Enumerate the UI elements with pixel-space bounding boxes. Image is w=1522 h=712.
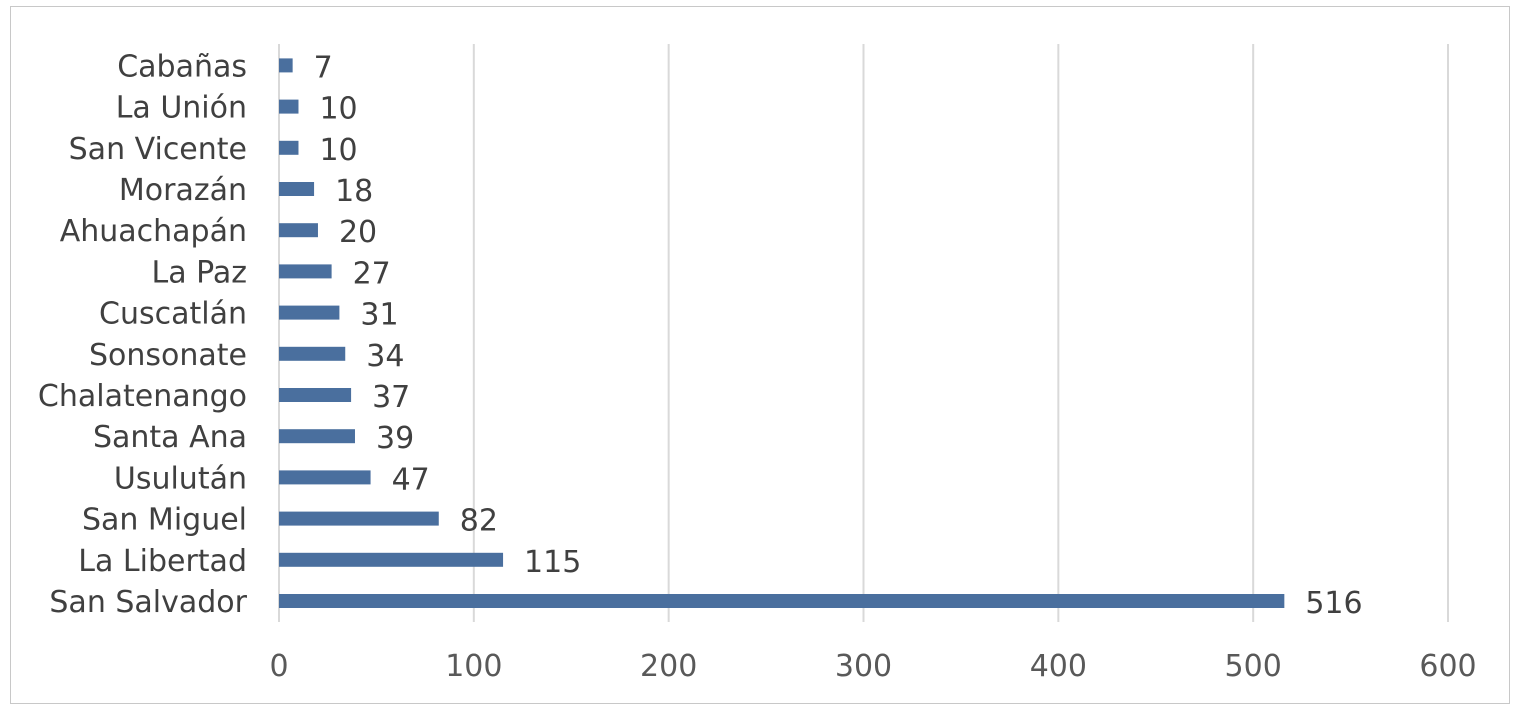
labels: 0 100 200 300 400 500 600 San Salvador 516 La Lib… bbox=[38, 49, 1477, 684]
data-label-1: 115 bbox=[524, 545, 581, 580]
bar-2 bbox=[279, 511, 439, 526]
x-tick-label-500: 500 bbox=[1225, 649, 1282, 684]
gridlines bbox=[278, 44, 1449, 622]
data-label-12: 10 bbox=[319, 92, 357, 127]
bar-8 bbox=[279, 264, 332, 279]
data-label-2: 82 bbox=[460, 504, 498, 539]
category-label-7: Cuscatlán bbox=[99, 297, 247, 332]
category-label-5: Chalatenango bbox=[38, 379, 247, 414]
data-label-10: 18 bbox=[335, 174, 373, 209]
bar-9 bbox=[279, 223, 318, 238]
data-label-5: 37 bbox=[372, 380, 410, 415]
category-label-6: Sonsonate bbox=[89, 338, 247, 373]
bar-13 bbox=[279, 58, 293, 73]
category-label-9: Ahuachapán bbox=[60, 214, 247, 249]
category-label-8: La Paz bbox=[151, 255, 247, 290]
x-tick-label-300: 300 bbox=[835, 649, 892, 684]
data-label-9: 20 bbox=[339, 215, 377, 250]
category-label-0: San Salvador bbox=[49, 585, 247, 620]
data-label-8: 27 bbox=[353, 256, 391, 291]
bar-5 bbox=[279, 388, 352, 402]
bar-4 bbox=[279, 429, 355, 444]
category-label-11: San Vicente bbox=[69, 132, 247, 167]
category-label-10: Morazán bbox=[119, 173, 247, 208]
bar-6 bbox=[279, 346, 346, 361]
category-label-2: San Miguel bbox=[82, 503, 247, 538]
category-label-13: Cabañas bbox=[117, 49, 247, 84]
bar-1 bbox=[279, 552, 504, 567]
bar-12 bbox=[279, 99, 299, 114]
category-label-12: La Unión bbox=[116, 91, 247, 126]
data-label-4: 39 bbox=[376, 421, 414, 456]
category-label-1: La Libertad bbox=[78, 544, 247, 579]
data-label-11: 10 bbox=[319, 133, 357, 168]
bar-0 bbox=[279, 594, 1285, 608]
data-label-0: 516 bbox=[1305, 586, 1362, 621]
data-label-13: 7 bbox=[314, 50, 333, 85]
x-tick-label-100: 100 bbox=[445, 649, 502, 684]
bar-11 bbox=[279, 140, 299, 155]
x-tick-label-600: 600 bbox=[1419, 649, 1476, 684]
bar-7 bbox=[279, 305, 340, 320]
bar-3 bbox=[279, 470, 371, 485]
x-tick-label-400: 400 bbox=[1030, 649, 1087, 684]
category-label-4: Santa Ana bbox=[93, 420, 247, 455]
data-label-7: 31 bbox=[360, 298, 398, 333]
x-tick-label-0: 0 bbox=[269, 649, 288, 684]
chart-frame bbox=[10, 6, 1510, 704]
x-tick-label-200: 200 bbox=[640, 649, 697, 684]
bar-10 bbox=[279, 182, 315, 196]
data-label-3: 47 bbox=[392, 462, 430, 497]
category-label-3: Usulután bbox=[114, 461, 247, 496]
data-label-6: 34 bbox=[366, 339, 404, 374]
bars bbox=[279, 58, 1285, 608]
